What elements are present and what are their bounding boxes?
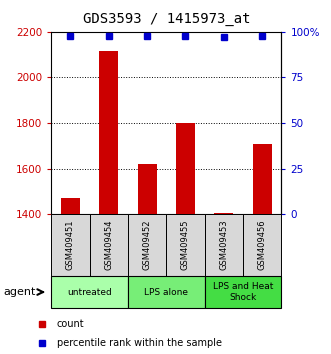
Text: count: count xyxy=(57,319,85,329)
Text: percentile rank within the sample: percentile rank within the sample xyxy=(57,338,222,348)
Text: GSM409454: GSM409454 xyxy=(104,219,113,270)
Bar xyxy=(253,143,272,214)
Text: LPS and Heat
Shock: LPS and Heat Shock xyxy=(213,282,273,302)
Bar xyxy=(214,213,233,214)
Text: agent: agent xyxy=(3,287,36,297)
Bar xyxy=(51,276,128,308)
Bar xyxy=(166,214,205,276)
Bar xyxy=(205,276,281,308)
Bar xyxy=(99,51,118,214)
Text: LPS alone: LPS alone xyxy=(144,287,188,297)
Text: GDS3593 / 1415973_at: GDS3593 / 1415973_at xyxy=(82,12,250,27)
Bar xyxy=(90,214,128,276)
Bar xyxy=(51,214,90,276)
Bar xyxy=(205,214,243,276)
Text: GSM409452: GSM409452 xyxy=(143,219,152,270)
Text: untreated: untreated xyxy=(67,287,112,297)
Bar xyxy=(128,214,166,276)
Bar xyxy=(176,123,195,214)
Bar xyxy=(138,164,157,214)
Bar xyxy=(243,214,281,276)
Text: GSM409453: GSM409453 xyxy=(219,219,228,270)
Text: GSM409455: GSM409455 xyxy=(181,219,190,270)
Text: GSM409451: GSM409451 xyxy=(66,219,75,270)
Text: GSM409456: GSM409456 xyxy=(258,219,267,270)
Bar xyxy=(61,198,80,214)
Bar xyxy=(128,276,205,308)
